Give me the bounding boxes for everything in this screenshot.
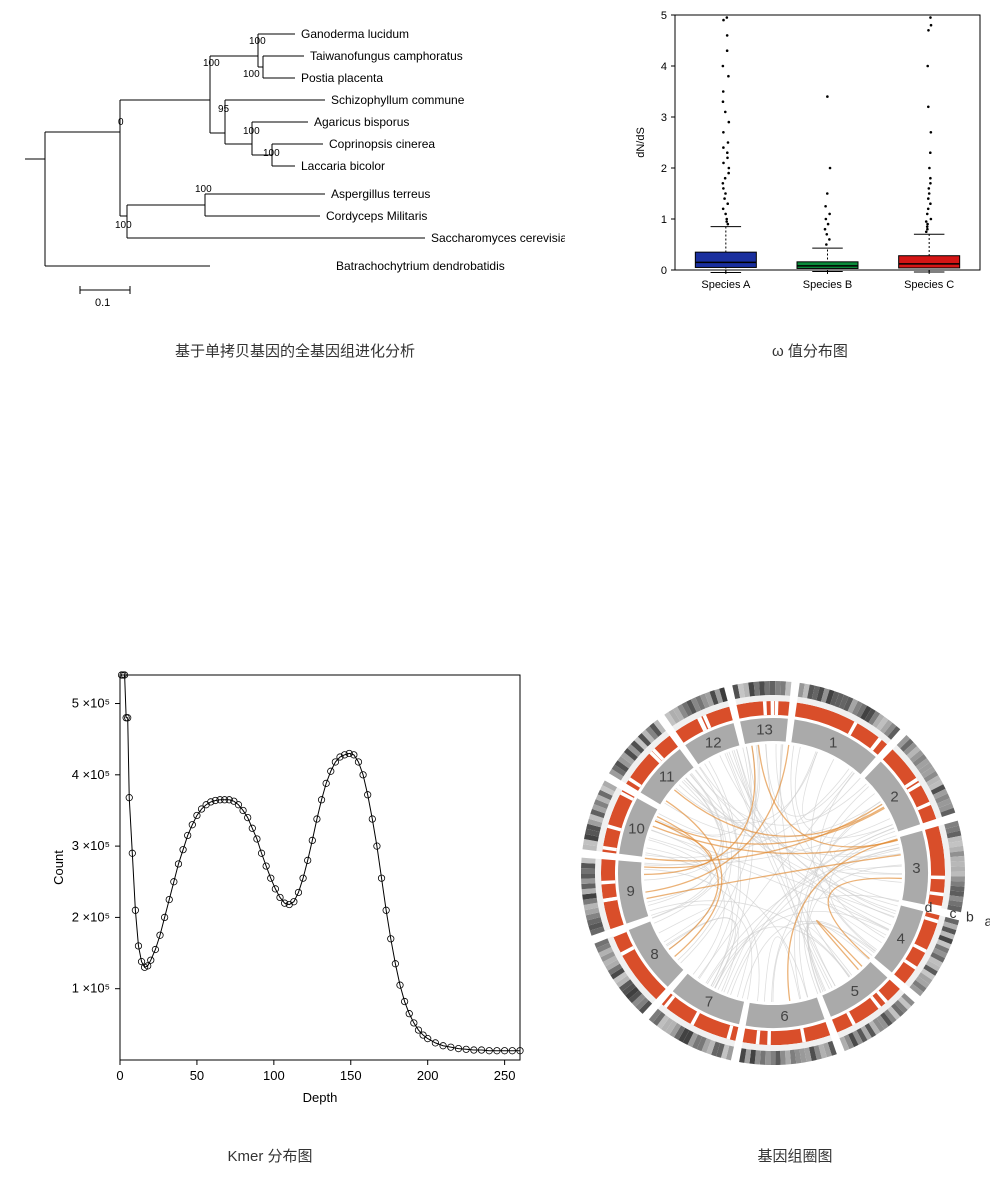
svg-text:250: 250 <box>494 1068 516 1083</box>
svg-text:Taiwanofungus camphoratus: Taiwanofungus camphoratus <box>310 49 463 63</box>
phylo-tree: Ganoderma lucidum Taiwanofungus camphorat… <box>25 12 565 312</box>
boxplot-panel: 0 1 2 3 4 5 dN/dS Species A Species B Species C <box>630 5 990 305</box>
svg-text:100: 100 <box>195 184 212 195</box>
svg-text:0: 0 <box>661 265 667 277</box>
svg-text:3: 3 <box>661 112 667 124</box>
svg-text:4: 4 <box>897 930 905 947</box>
boxplot-caption: ω 值分布图 <box>700 340 920 361</box>
svg-text:3: 3 <box>912 860 920 877</box>
svg-text:Laccaria bicolor: Laccaria bicolor <box>301 159 385 173</box>
svg-text:Schizophyllum commune: Schizophyllum commune <box>331 93 465 107</box>
svg-text:a: a <box>985 913 990 929</box>
kmer-plot: 0 50 100 150 200 250 1 ×10⁵ 2 ×10⁵ 3 ×10⁵ 4 ×10⁵ 5… <box>45 660 535 1110</box>
svg-text:2: 2 <box>661 163 667 175</box>
svg-text:Batrachochytrium dendrobatidis: Batrachochytrium dendrobatidis <box>336 259 505 273</box>
svg-text:95: 95 <box>218 104 230 115</box>
circos-caption: 基因组圈图 <box>720 1145 870 1166</box>
svg-text:1 ×10⁵: 1 ×10⁵ <box>72 981 110 996</box>
svg-text:8: 8 <box>650 946 658 963</box>
svg-text:1: 1 <box>829 735 837 752</box>
svg-text:7: 7 <box>705 993 713 1010</box>
svg-text:100: 100 <box>243 126 260 137</box>
circos-plot: 12345678910111213dcba <box>570 660 990 1100</box>
svg-text:Count: Count <box>51 850 66 885</box>
svg-text:100: 100 <box>263 1068 285 1083</box>
svg-text:10: 10 <box>628 821 645 838</box>
boxplot: 0 1 2 3 4 5 dN/dS Species A Species B Species C <box>630 5 990 305</box>
svg-text:3 ×10⁵: 3 ×10⁵ <box>72 838 110 853</box>
svg-text:100: 100 <box>115 220 132 231</box>
svg-text:d: d <box>925 899 933 915</box>
svg-text:Cordyceps Militaris: Cordyceps Militaris <box>326 209 427 223</box>
svg-text:Agaricus bisporus: Agaricus bisporus <box>314 115 409 129</box>
svg-text:Ganoderma lucidum: Ganoderma lucidum <box>301 27 409 41</box>
svg-text:13: 13 <box>756 722 773 739</box>
svg-text:Species B: Species B <box>803 279 853 291</box>
svg-text:Saccharomyces cerevisiae: Saccharomyces cerevisiae <box>431 231 565 245</box>
svg-text:4 ×10⁵: 4 ×10⁵ <box>72 767 110 782</box>
svg-text:0.1: 0.1 <box>95 297 110 309</box>
svg-text:6: 6 <box>780 1008 788 1025</box>
svg-text:11: 11 <box>659 769 675 786</box>
svg-text:5 ×10⁵: 5 ×10⁵ <box>72 696 110 711</box>
kmer-caption: Kmer 分布图 <box>170 1145 370 1166</box>
kmer-panel: 0 50 100 150 200 250 1 ×10⁵ 2 ×10⁵ 3 ×10⁵ 4 ×10⁵ 5… <box>45 660 535 1110</box>
svg-text:150: 150 <box>340 1068 362 1083</box>
svg-text:c: c <box>949 905 956 921</box>
svg-text:1: 1 <box>661 214 667 226</box>
svg-text:b: b <box>966 909 974 925</box>
svg-text:100: 100 <box>203 58 220 69</box>
svg-text:Postia placenta: Postia placenta <box>301 71 383 85</box>
svg-text:200: 200 <box>417 1068 439 1083</box>
svg-text:Depth: Depth <box>303 1090 338 1105</box>
svg-text:100: 100 <box>249 36 266 47</box>
svg-text:Species A: Species A <box>701 279 751 291</box>
svg-text:Species C: Species C <box>904 279 954 291</box>
svg-text:100: 100 <box>243 69 260 80</box>
svg-text:5: 5 <box>661 10 667 22</box>
svg-text:Coprinopsis cinerea: Coprinopsis cinerea <box>329 137 435 151</box>
svg-text:0: 0 <box>116 1068 123 1083</box>
svg-text:50: 50 <box>190 1068 204 1083</box>
phylo-caption: 基于单拷贝基因的全基因组进化分析 <box>120 340 470 361</box>
svg-text:5: 5 <box>851 983 859 1000</box>
svg-text:12: 12 <box>705 735 722 752</box>
svg-text:Aspergillus terreus: Aspergillus terreus <box>331 187 430 201</box>
svg-text:4: 4 <box>661 61 667 73</box>
svg-text:2 ×10⁵: 2 ×10⁵ <box>72 909 110 924</box>
svg-text:100: 100 <box>263 148 280 159</box>
svg-text:9: 9 <box>626 883 634 900</box>
svg-text:0: 0 <box>118 117 124 128</box>
phylo-panel: Ganoderma lucidum Taiwanofungus camphorat… <box>25 12 565 312</box>
svg-text:dN/dS: dN/dS <box>635 127 647 158</box>
circos-panel: 12345678910111213dcba <box>570 660 990 1100</box>
svg-text:2: 2 <box>890 789 898 806</box>
